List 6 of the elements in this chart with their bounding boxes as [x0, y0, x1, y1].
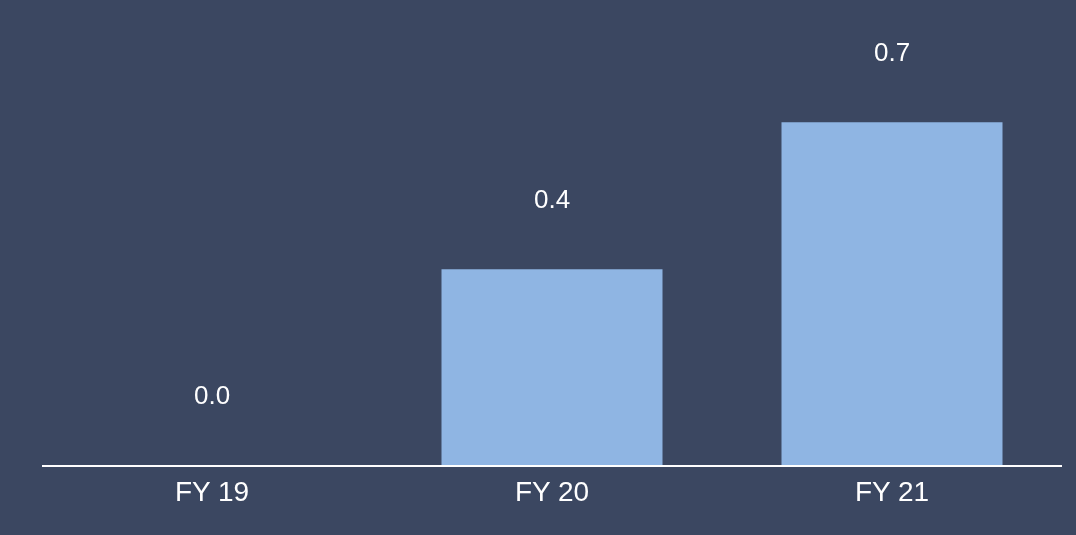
data-label: 0.0	[194, 380, 231, 410]
data-label: 0.7	[874, 37, 911, 67]
x-tick-label: FY 19	[174, 475, 250, 507]
x-tick-label: FY 20	[514, 475, 590, 507]
x-tick-label: FY 21	[854, 475, 930, 507]
data-label: 0.4	[534, 184, 571, 214]
